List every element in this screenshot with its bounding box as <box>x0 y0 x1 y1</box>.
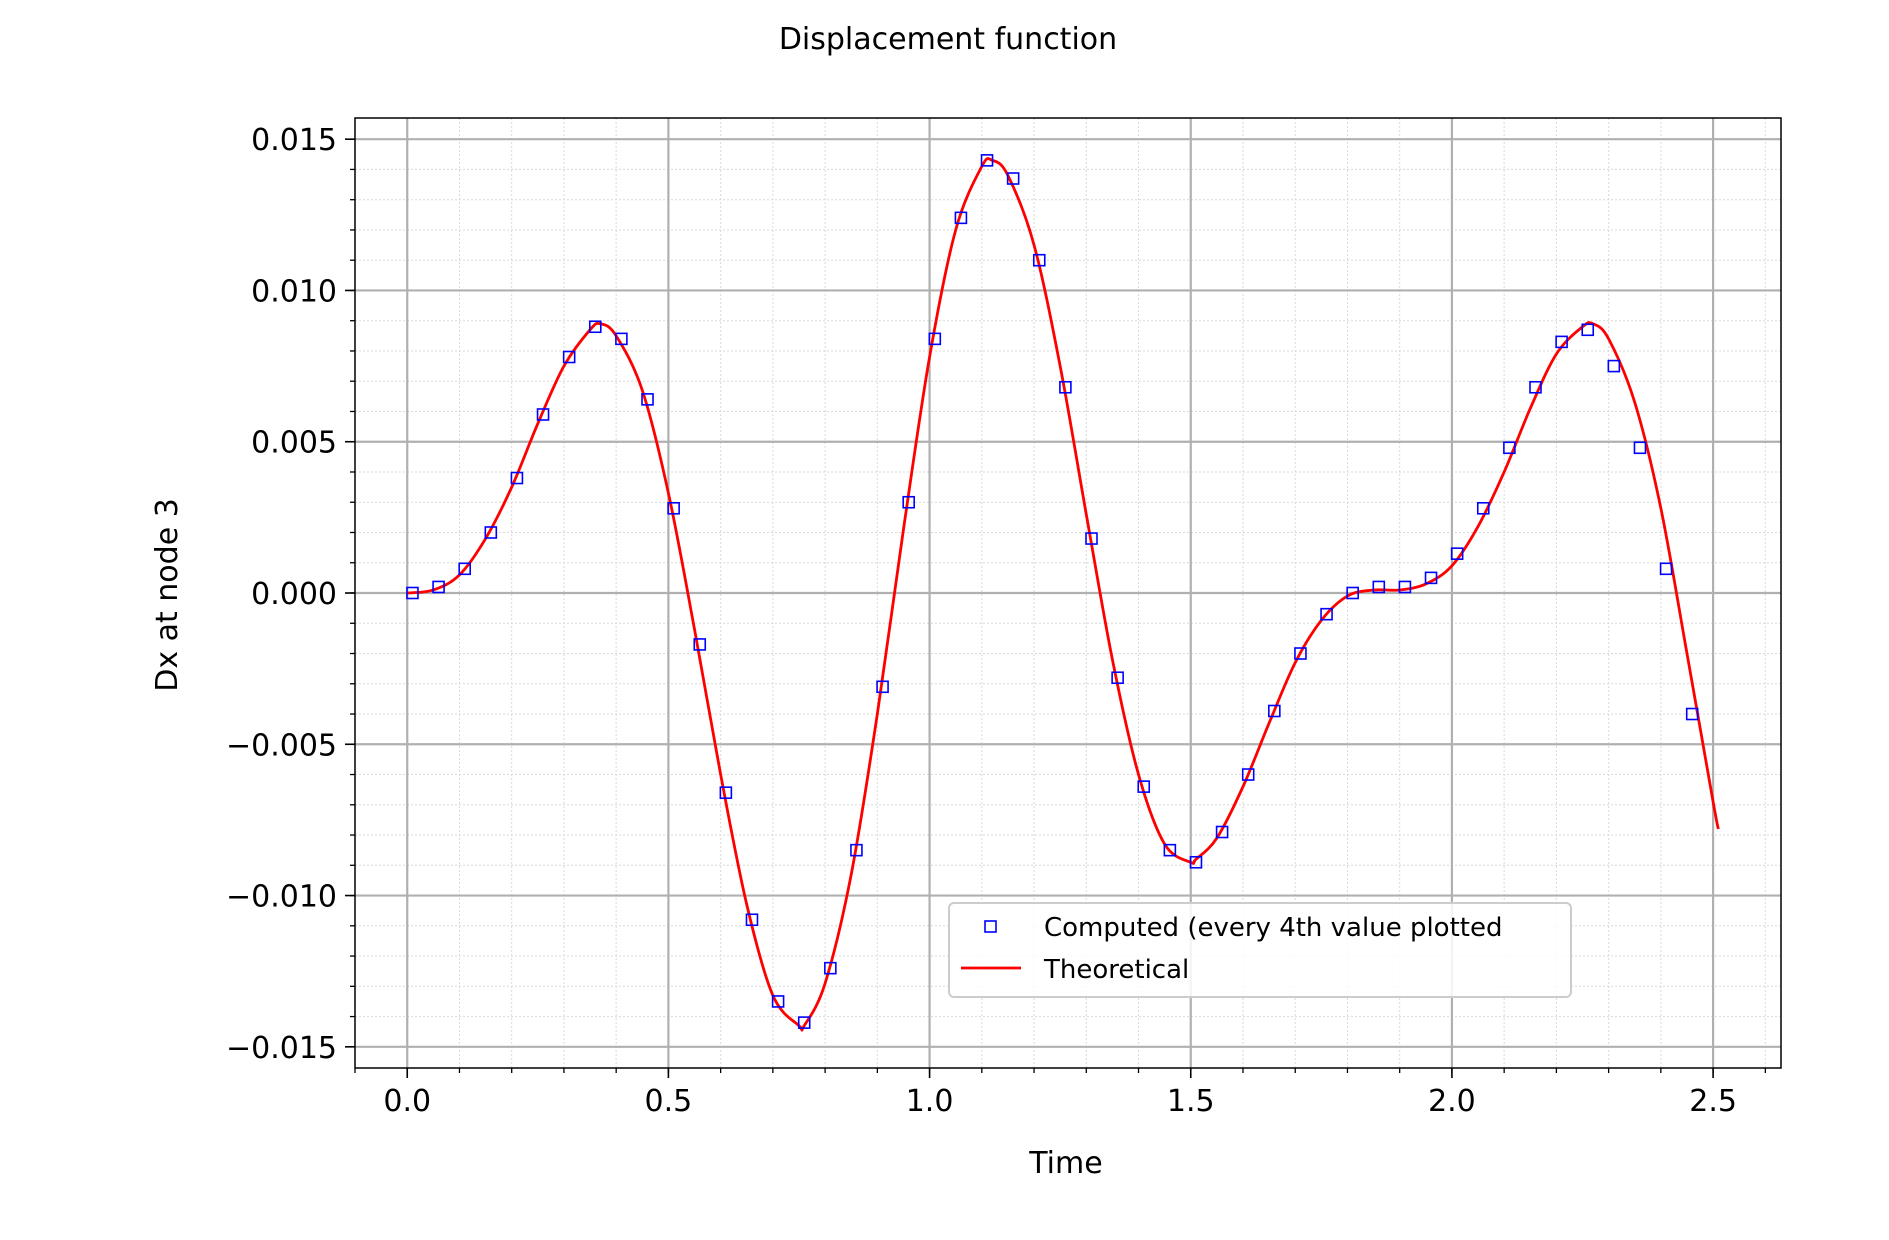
computed-point <box>797 1016 811 1029</box>
computed-point <box>1006 172 1020 185</box>
theoretical-line <box>407 157 1720 1032</box>
y-tick-label: −0.015 <box>226 1031 337 1066</box>
computed-point <box>1372 580 1386 594</box>
legend-marker-computed <box>984 920 997 933</box>
computed-point <box>771 995 785 1008</box>
computed-point <box>928 332 942 346</box>
computed-point <box>1163 843 1177 857</box>
computed-point <box>693 638 707 651</box>
computed-point <box>1503 441 1516 455</box>
computed-point <box>1424 571 1438 585</box>
computed-point <box>562 350 576 364</box>
computed-point <box>1398 580 1412 594</box>
y-axis-label: Dx at node 3 <box>150 498 185 692</box>
computed-point <box>902 495 915 509</box>
x-tick-label: 2.0 <box>1428 1084 1476 1119</box>
computed-point <box>1346 586 1359 600</box>
computed-point <box>458 562 471 576</box>
plot-area <box>406 154 1720 1032</box>
x-tick-label: 0.0 <box>383 1084 431 1119</box>
y-tick-label: 0.010 <box>251 274 337 309</box>
computed-point <box>641 393 654 406</box>
computed-point <box>719 786 733 799</box>
computed-point <box>850 843 863 857</box>
axis-ticks <box>345 138 1766 1078</box>
y-tick-label: −0.010 <box>226 880 337 915</box>
computed-point <box>1268 704 1281 718</box>
computed-point <box>1111 671 1124 685</box>
minor-grid <box>354 118 1781 1068</box>
computed-point <box>980 154 994 167</box>
computed-point <box>1320 607 1333 621</box>
computed-point <box>1633 441 1647 455</box>
computed-point <box>1450 547 1464 560</box>
computed-point <box>615 332 628 346</box>
computed-point <box>432 580 445 594</box>
computed-point <box>1215 825 1229 839</box>
computed-point <box>1032 253 1046 267</box>
computed-point <box>1137 780 1151 793</box>
y-tick-label: 0.005 <box>251 426 337 461</box>
computed-point <box>1059 380 1072 394</box>
computed-point <box>1581 323 1595 337</box>
computed-point <box>536 408 550 421</box>
legend-box <box>948 902 1572 998</box>
computed-point <box>588 320 602 334</box>
computed-point <box>824 961 837 975</box>
chart-title: Displacement function <box>779 22 1117 57</box>
computed-point <box>1189 855 1203 869</box>
computed-point <box>745 913 759 927</box>
plot-frame <box>354 117 1782 1069</box>
legend-label-theoretical: Theoretical <box>1043 955 1189 985</box>
x-tick-label: 0.5 <box>645 1084 693 1119</box>
x-axis-label: Time <box>1028 1146 1102 1181</box>
computed-point <box>667 501 680 515</box>
computed-point <box>1529 380 1542 394</box>
major-grid <box>355 118 1781 1068</box>
computed-point <box>1085 532 1098 545</box>
y-tick-label: −0.005 <box>226 728 337 763</box>
computed-point <box>406 586 419 600</box>
legend: Computed (every 4th value plotted Theore… <box>948 902 1572 998</box>
computed-point <box>954 211 968 225</box>
y-tick-label: 0.000 <box>251 577 337 612</box>
computed-point <box>1607 359 1621 373</box>
x-tick-label: 1.0 <box>906 1084 954 1119</box>
y-tick-label: 0.015 <box>251 123 337 158</box>
x-tick-label: 1.5 <box>1167 1084 1215 1119</box>
legend-label-computed: Computed (every 4th value plotted <box>1044 913 1502 943</box>
computed-point <box>1685 707 1699 721</box>
computed-point <box>484 526 498 539</box>
computed-point <box>1659 562 1673 576</box>
computed-point <box>510 471 524 485</box>
x-tick-label: 2.5 <box>1689 1084 1737 1119</box>
computed-point <box>876 680 889 694</box>
computed-point <box>1476 501 1490 515</box>
computed-point <box>1294 647 1307 660</box>
computed-point <box>1241 768 1255 781</box>
tick-labels: 0.0 0.5 1.0 1.5 2.0 2.5 0.015 0.010 0.005 0.000 −0… <box>226 123 1737 1119</box>
computed-point <box>1555 335 1568 349</box>
